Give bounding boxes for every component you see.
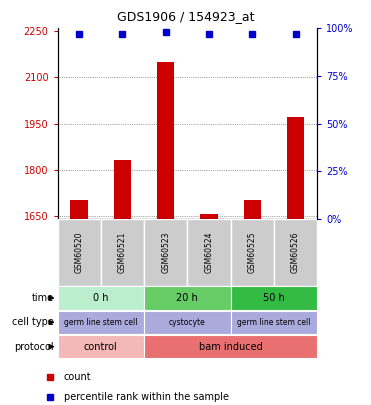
Bar (231, 219, 274, 286)
Bar (200, 214, 218, 219)
Bar (287, 117, 304, 219)
Bar (231, 311, 317, 334)
Text: 0 h: 0 h (93, 293, 109, 303)
Text: 50 h: 50 h (263, 293, 285, 303)
Text: control: control (84, 342, 118, 352)
Text: percentile rank within the sample: percentile rank within the sample (64, 392, 229, 402)
Bar (144, 286, 231, 310)
Text: time: time (32, 293, 54, 303)
Text: GSM60523: GSM60523 (161, 231, 170, 273)
Bar (231, 286, 317, 310)
Bar (144, 335, 317, 358)
Text: cell type: cell type (12, 318, 54, 327)
Text: GSM60526: GSM60526 (291, 231, 300, 273)
Bar (274, 219, 317, 286)
Text: GDS1906 / 154923_at: GDS1906 / 154923_at (117, 10, 254, 23)
Text: GSM60521: GSM60521 (118, 231, 127, 273)
Text: count: count (64, 372, 92, 382)
Text: germ line stem cell: germ line stem cell (237, 318, 311, 327)
Bar (58, 311, 144, 334)
Bar (114, 160, 131, 219)
Text: germ line stem cell: germ line stem cell (64, 318, 138, 327)
Text: cystocyte: cystocyte (169, 318, 206, 327)
Bar (244, 200, 261, 219)
Bar (58, 219, 101, 286)
Bar (144, 219, 187, 286)
Text: GSM60520: GSM60520 (75, 231, 83, 273)
Text: 20 h: 20 h (177, 293, 198, 303)
Bar (157, 62, 174, 219)
Bar (70, 200, 88, 219)
Text: bam induced: bam induced (199, 342, 263, 352)
Bar (101, 219, 144, 286)
Text: protocol: protocol (14, 342, 54, 352)
Bar (58, 335, 144, 358)
Bar (144, 311, 231, 334)
Bar (187, 219, 231, 286)
Bar (58, 286, 144, 310)
Text: GSM60524: GSM60524 (204, 231, 213, 273)
Text: GSM60525: GSM60525 (248, 231, 257, 273)
